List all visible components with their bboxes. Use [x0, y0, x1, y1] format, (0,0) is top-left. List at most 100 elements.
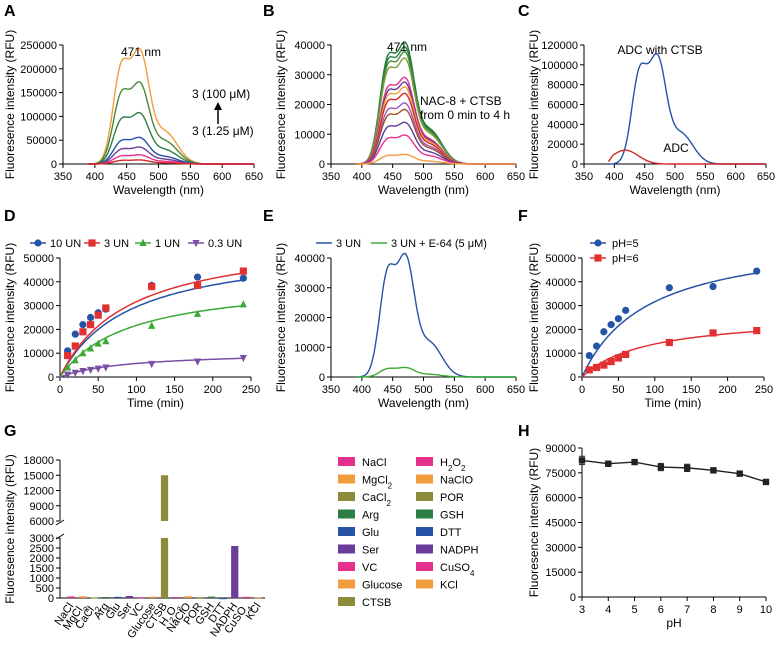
x-axis-label: Wavelength (nm) — [378, 183, 469, 197]
x-tick-label: 5 — [632, 604, 638, 616]
fit-line-0 — [59, 279, 244, 378]
legend-swatch — [338, 579, 355, 589]
legend-swatch — [416, 492, 433, 501]
y-tick-label: 30000 — [294, 283, 325, 295]
y-tick-label: 30000 — [545, 301, 576, 313]
fit-line-1 — [59, 272, 244, 378]
data-point — [631, 458, 638, 466]
data-point — [753, 267, 761, 275]
bar-NaCl — [67, 596, 75, 598]
y-tick-label: 0 — [319, 372, 325, 384]
legend-marker — [594, 254, 602, 262]
bar-Ser — [125, 596, 134, 598]
x-tick-label: 650 — [245, 171, 263, 183]
data-point — [71, 356, 79, 364]
data-point — [102, 304, 110, 312]
legend-swatch — [338, 597, 355, 606]
x-tick-label: 550 — [696, 171, 714, 183]
data-point — [71, 342, 79, 350]
peak-annotation: 471 nm — [387, 40, 427, 54]
y-tick-label: 0 — [570, 592, 576, 604]
x-axis-label: Time (min) — [645, 396, 702, 410]
x-tick-label: 9 — [737, 604, 743, 616]
legend-label: pH=5 — [612, 238, 639, 250]
bar-Arg — [102, 597, 110, 598]
fit-line-1 — [581, 330, 757, 378]
data-point — [710, 467, 717, 474]
y-tick-label: 30000 — [23, 301, 54, 313]
data-point — [239, 267, 247, 275]
legend-marker — [192, 240, 200, 248]
data-point — [592, 342, 601, 350]
y-tick-label: 40000 — [23, 277, 54, 289]
data-point — [607, 357, 615, 366]
category-label: H2O2 — [157, 600, 185, 630]
data-point — [585, 366, 593, 374]
y-tick-label: 250000 — [20, 40, 57, 52]
x-tick-label: 600 — [726, 171, 744, 183]
x-tick-label: 500 — [414, 171, 432, 183]
data-point — [86, 313, 95, 322]
data-point — [709, 329, 717, 337]
data-point — [665, 284, 673, 292]
legend-swatch — [416, 544, 433, 554]
x-tick-label: 50 — [612, 384, 624, 396]
legend-label: 3 UN — [336, 238, 361, 250]
x-tick-label: 200 — [204, 384, 222, 396]
bottom-conc-annotation: 3 (1.25 μM) — [192, 124, 254, 138]
legend-swatch — [416, 579, 433, 589]
bar-CuSO4 — [242, 596, 251, 598]
y-tick-label: 40000 — [547, 119, 578, 131]
y-tick-label: 0 — [572, 159, 578, 171]
axis-break-mark — [55, 519, 65, 526]
y-tick-label: 15000 — [23, 470, 54, 482]
legend-label: VC — [362, 562, 377, 574]
x-tick-label: 100 — [646, 384, 664, 396]
x-tick-label: 0 — [579, 384, 585, 396]
legend-marker — [34, 239, 42, 247]
y-tick-label: 3000 — [30, 533, 54, 545]
top-conc-annotation: 3 (100 μM) — [192, 87, 250, 101]
y-axis-label: Fluoresence intensity (RFU) — [274, 243, 288, 392]
y-axis-label: Fluoresence intensity (RFU) — [3, 30, 17, 179]
data-point — [64, 371, 72, 379]
legend-label: CTSB — [362, 597, 391, 609]
y-tick-label: 20000 — [23, 324, 54, 336]
legend-label: 1 UN — [155, 238, 180, 250]
panel-C: 350 400 450 500 550 600 650 0 20000 40000 60000 800… — [518, 3, 775, 197]
panel-D: 0 50 100 150 200 250 0 10000 20000 30000 40000 5000… — [3, 208, 260, 410]
data-point — [657, 463, 665, 471]
bar-H2O2 — [172, 597, 180, 598]
y-tick-label: 0 — [51, 159, 57, 171]
bar-KCl — [254, 597, 262, 599]
panel-label: C — [518, 3, 530, 20]
x-tick-label: 4 — [605, 604, 611, 616]
legend-marker — [139, 238, 147, 246]
data-point — [239, 274, 247, 282]
x-tick-label: 500 — [414, 384, 432, 396]
y-tick-label: 100000 — [541, 60, 578, 72]
x-axis-label: Time (min) — [127, 396, 184, 410]
y-tick-label: 20000 — [294, 313, 325, 325]
legend-swatch — [416, 509, 433, 519]
bar-MgCl2 — [78, 596, 87, 598]
y-tick-label: 10000 — [294, 129, 325, 141]
panel-E: 350 400 450 500 550 600 650 0 10000 20000 30000 400… — [263, 208, 525, 410]
y-tick-label: 90000 — [545, 443, 576, 455]
bar-Glu — [114, 596, 122, 598]
legend-label: H2O2 — [440, 457, 466, 473]
x-tick-label: 550 — [445, 384, 463, 396]
data-point — [239, 300, 247, 308]
panel-label: A — [4, 3, 16, 20]
data-point — [193, 273, 202, 281]
panel-G: 6000 9000 12000 15000 18000 05001000150020002… — [3, 423, 479, 641]
legend-label: CuSO4 — [440, 562, 475, 578]
x-tick-label: 50 — [92, 384, 104, 396]
y-axis-label: Fluoresence intensity (RFU) — [3, 243, 17, 392]
y-tick-label: 50000 — [23, 253, 54, 265]
legend-label: pH=6 — [612, 253, 639, 265]
x-tick-label: 200 — [718, 384, 736, 396]
panel-H: 3 4 5 6 7 8 9 10 0 15000 30000 45000 60000 75000 90000… — [518, 423, 772, 630]
data-point — [79, 368, 87, 376]
y-axis-label: Fluoresence intensity (RFU) — [527, 243, 541, 392]
